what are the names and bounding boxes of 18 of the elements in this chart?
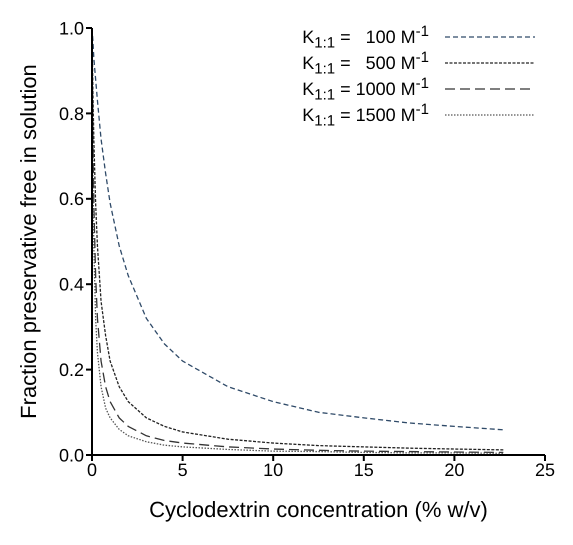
y-tick-label: 1.0: [58, 18, 84, 38]
x-tick-label: 25: [534, 460, 556, 480]
x-tick-label: 20: [444, 460, 464, 480]
x-tick-label: 5: [178, 460, 188, 480]
x-tick-label: 0: [86, 460, 98, 480]
y-tick-label: 0.0: [58, 445, 84, 466]
y-tick-label: 0.2: [58, 360, 84, 380]
y-axis-title: Fraction preservative free in solution: [16, 64, 41, 419]
y-tick-label: 0.4: [58, 274, 84, 295]
x-axis-title: Cyclodextrin concentration (% w/v): [149, 497, 488, 522]
legend-label: K$_{1:1}$ = 1000 M$^{-1}$: [302, 74, 429, 104]
x-tick-label: 15: [354, 460, 374, 480]
legend-label: K$_{1:1}$ = 100 M$^{-1}$: [302, 22, 429, 52]
x-tick-label: 10: [263, 460, 284, 480]
y-tick-label: 0.8: [58, 104, 84, 124]
y-tick-label: 0.6: [58, 189, 84, 210]
legend-label: K$_{1:1}$ = 500 M$^{-1}$: [302, 48, 429, 78]
legend-label: K$_{1:1}$ = 1500 M$^{-1}$: [302, 100, 429, 130]
